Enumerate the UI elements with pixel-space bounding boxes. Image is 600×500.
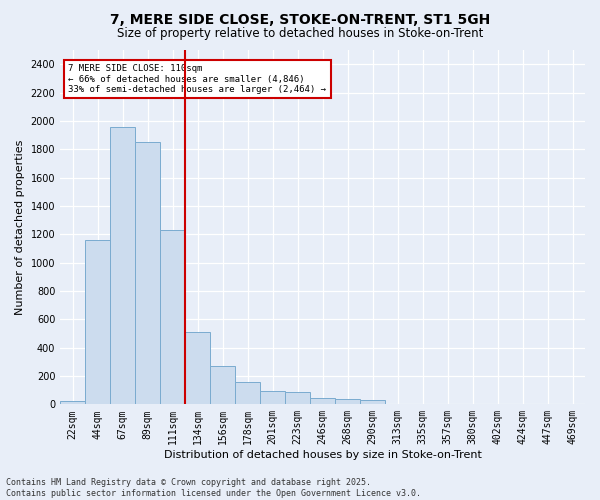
Bar — [335, 398, 360, 404]
Bar — [110, 126, 135, 404]
Bar — [235, 382, 260, 404]
Bar — [310, 398, 335, 404]
Text: 7, MERE SIDE CLOSE, STOKE-ON-TRENT, ST1 5GH: 7, MERE SIDE CLOSE, STOKE-ON-TRENT, ST1 … — [110, 12, 490, 26]
Bar — [160, 230, 185, 404]
Text: Size of property relative to detached houses in Stoke-on-Trent: Size of property relative to detached ho… — [117, 28, 483, 40]
Bar — [185, 332, 210, 404]
Bar — [85, 240, 110, 404]
Bar — [260, 391, 285, 404]
Y-axis label: Number of detached properties: Number of detached properties — [15, 140, 25, 315]
Bar — [60, 401, 85, 404]
Text: 7 MERE SIDE CLOSE: 110sqm
← 66% of detached houses are smaller (4,846)
33% of se: 7 MERE SIDE CLOSE: 110sqm ← 66% of detac… — [68, 64, 326, 94]
X-axis label: Distribution of detached houses by size in Stoke-on-Trent: Distribution of detached houses by size … — [164, 450, 482, 460]
Bar — [285, 392, 310, 404]
Bar — [360, 400, 385, 404]
Text: Contains HM Land Registry data © Crown copyright and database right 2025.
Contai: Contains HM Land Registry data © Crown c… — [6, 478, 421, 498]
Bar — [210, 366, 235, 405]
Bar — [135, 142, 160, 405]
